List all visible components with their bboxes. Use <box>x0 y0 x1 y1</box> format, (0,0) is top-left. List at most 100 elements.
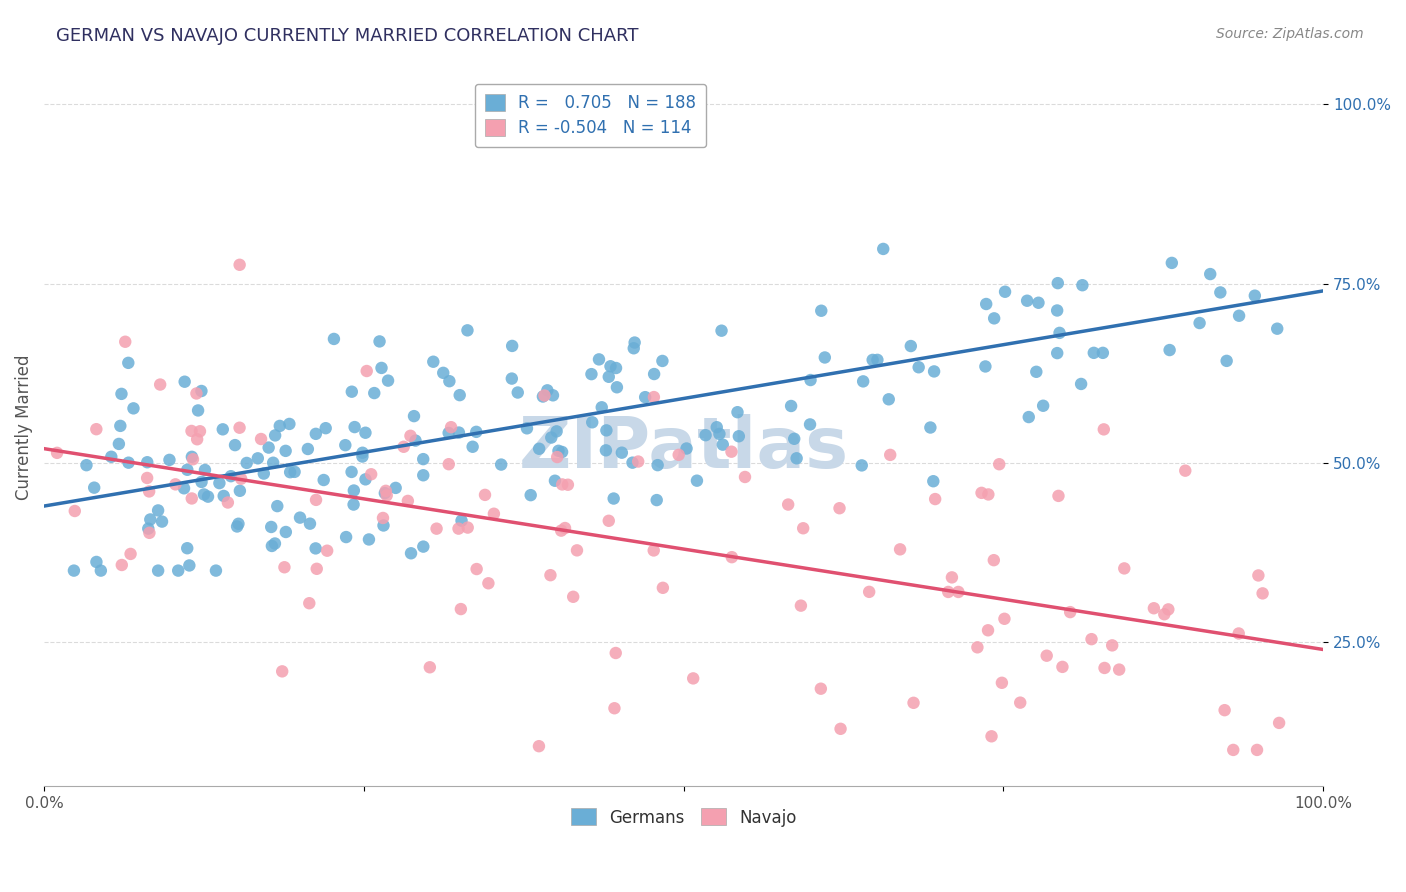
Point <box>983 311 1005 326</box>
Point <box>197 490 219 504</box>
Point <box>941 570 963 584</box>
Point <box>974 359 997 374</box>
Point <box>264 536 287 550</box>
Point <box>1091 346 1114 360</box>
Point <box>405 434 427 448</box>
Point <box>138 525 160 540</box>
Point <box>136 522 159 536</box>
Point <box>354 425 377 440</box>
Point <box>651 581 673 595</box>
Point <box>228 421 250 435</box>
Point <box>983 553 1005 567</box>
Point <box>541 388 564 402</box>
Point <box>342 498 364 512</box>
Point <box>264 428 287 442</box>
Legend: Germans, Navajo: Germans, Navajo <box>562 800 806 835</box>
Point <box>980 729 1002 743</box>
Point <box>623 341 645 355</box>
Point <box>783 432 806 446</box>
Point <box>1025 365 1047 379</box>
Point <box>181 452 204 467</box>
Point <box>970 486 993 500</box>
Point <box>605 361 627 376</box>
Point <box>167 564 190 578</box>
Point <box>862 352 884 367</box>
Point <box>323 332 346 346</box>
Point <box>208 476 231 491</box>
Point <box>260 539 283 553</box>
Point <box>1046 303 1069 318</box>
Point <box>1268 715 1291 730</box>
Point <box>828 501 851 516</box>
Point <box>316 543 339 558</box>
Point <box>948 585 970 599</box>
Point <box>1094 661 1116 675</box>
Point <box>149 377 172 392</box>
Point <box>1101 639 1123 653</box>
Point <box>872 242 894 256</box>
Point <box>647 458 669 472</box>
Point <box>450 514 472 528</box>
Point <box>900 339 922 353</box>
Y-axis label: Currently Married: Currently Married <box>15 354 32 500</box>
Point <box>634 390 657 404</box>
Point <box>138 484 160 499</box>
Point <box>432 366 454 380</box>
Point <box>977 624 1000 638</box>
Point <box>1059 605 1081 619</box>
Point <box>554 521 576 535</box>
Point <box>1018 410 1040 425</box>
Point <box>977 487 1000 501</box>
Point <box>879 448 901 462</box>
Point <box>780 399 803 413</box>
Point <box>437 457 460 471</box>
Point <box>139 512 162 526</box>
Point <box>352 446 374 460</box>
Point <box>643 390 665 404</box>
Point <box>727 405 749 419</box>
Point <box>643 367 665 381</box>
Point <box>557 477 579 491</box>
Point <box>297 442 319 456</box>
Point <box>412 540 434 554</box>
Point <box>643 543 665 558</box>
Point <box>533 388 555 402</box>
Point <box>851 458 873 473</box>
Point <box>229 483 252 498</box>
Point <box>343 483 366 498</box>
Point <box>695 428 717 442</box>
Point <box>1052 660 1074 674</box>
Point <box>994 285 1017 299</box>
Point <box>668 448 690 462</box>
Point <box>536 384 558 398</box>
Point <box>1188 316 1211 330</box>
Point <box>501 371 523 385</box>
Point <box>278 417 301 431</box>
Point <box>792 521 814 535</box>
Point <box>260 520 283 534</box>
Point <box>519 488 541 502</box>
Point <box>605 646 627 660</box>
Point <box>465 425 488 439</box>
Point <box>1010 696 1032 710</box>
Point <box>356 364 378 378</box>
Point <box>426 522 449 536</box>
Point <box>581 415 603 429</box>
Point <box>422 355 444 369</box>
Point <box>974 297 997 311</box>
Point <box>384 481 406 495</box>
Point <box>550 524 572 538</box>
Point <box>581 367 603 381</box>
Point <box>810 681 832 696</box>
Point <box>193 487 215 501</box>
Point <box>449 388 471 402</box>
Text: Source: ZipAtlas.com: Source: ZipAtlas.com <box>1216 27 1364 41</box>
Point <box>516 421 538 435</box>
Point <box>146 503 169 517</box>
Point <box>903 696 925 710</box>
Point <box>1227 626 1250 640</box>
Point <box>377 374 399 388</box>
Point <box>447 522 470 536</box>
Point <box>179 558 201 573</box>
Point <box>1035 648 1057 663</box>
